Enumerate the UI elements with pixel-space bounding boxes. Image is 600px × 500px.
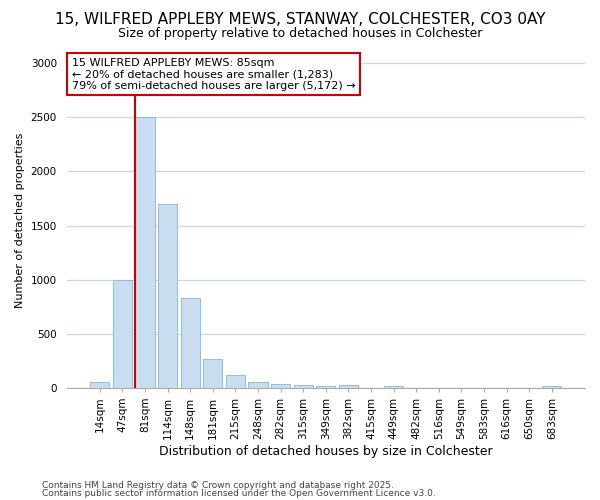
Bar — [339, 384, 358, 388]
Bar — [293, 385, 313, 388]
Bar — [203, 358, 223, 388]
Bar — [158, 204, 177, 388]
Bar — [316, 386, 335, 388]
Bar — [181, 298, 200, 388]
Text: 15, WILFRED APPLEBY MEWS, STANWAY, COLCHESTER, CO3 0AY: 15, WILFRED APPLEBY MEWS, STANWAY, COLCH… — [55, 12, 545, 28]
Y-axis label: Number of detached properties: Number of detached properties — [15, 132, 25, 308]
Bar — [271, 384, 290, 388]
Bar — [136, 118, 155, 388]
Text: Size of property relative to detached houses in Colchester: Size of property relative to detached ho… — [118, 28, 482, 40]
X-axis label: Distribution of detached houses by size in Colchester: Distribution of detached houses by size … — [159, 444, 493, 458]
Bar — [226, 375, 245, 388]
Text: 15 WILFRED APPLEBY MEWS: 85sqm
← 20% of detached houses are smaller (1,283)
79% : 15 WILFRED APPLEBY MEWS: 85sqm ← 20% of … — [72, 58, 355, 90]
Bar — [113, 280, 132, 388]
Bar — [542, 386, 562, 388]
Bar — [384, 386, 403, 388]
Bar — [248, 382, 268, 388]
Text: Contains HM Land Registry data © Crown copyright and database right 2025.: Contains HM Land Registry data © Crown c… — [42, 480, 394, 490]
Text: Contains public sector information licensed under the Open Government Licence v3: Contains public sector information licen… — [42, 490, 436, 498]
Bar — [90, 382, 109, 388]
